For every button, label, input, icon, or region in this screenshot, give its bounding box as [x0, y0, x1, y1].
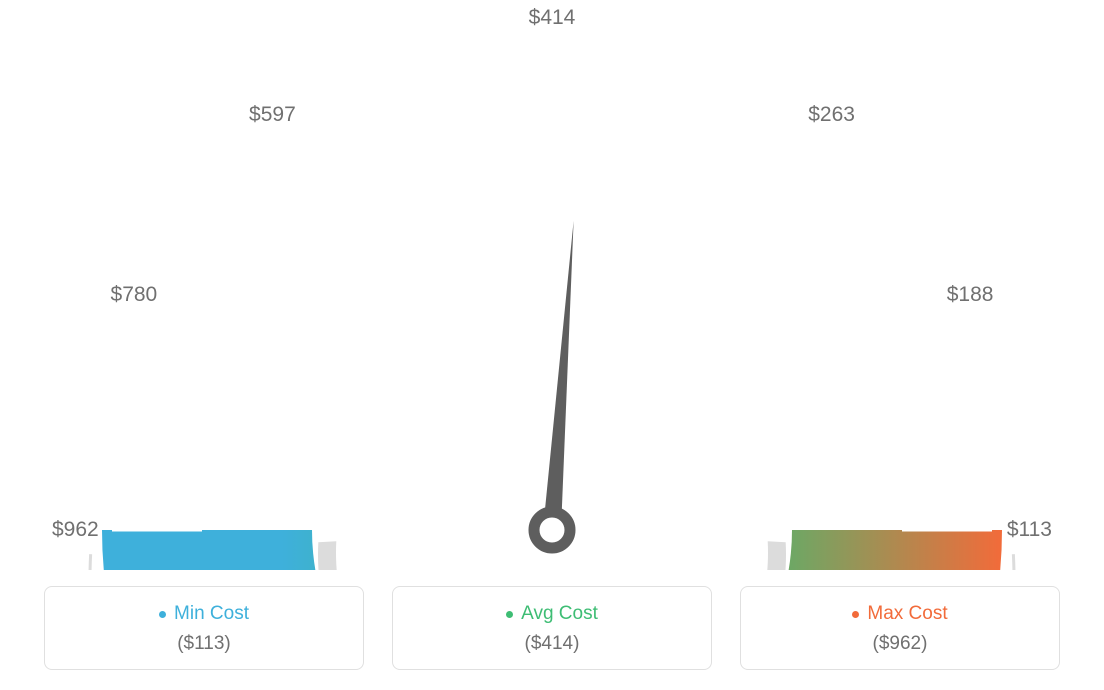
legend-min-label: Min Cost — [159, 603, 249, 625]
legend-card-avg: Avg Cost ($414) — [392, 586, 712, 670]
gauge-tick-label: $188 — [947, 283, 994, 307]
legend-row: Min Cost ($113) Avg Cost ($414) Max Cost… — [0, 586, 1104, 670]
legend-avg-label: Avg Cost — [506, 603, 598, 625]
legend-max-value: ($962) — [741, 633, 1059, 655]
legend-avg-value: ($414) — [393, 633, 711, 655]
gauge-svg — [0, 0, 1104, 570]
legend-card-max: Max Cost ($962) — [740, 586, 1060, 670]
gauge-tick-label: $113 — [1007, 518, 1052, 542]
gauge-tick-label: $780 — [111, 283, 158, 307]
gauge-tick-label: $263 — [808, 103, 855, 127]
legend-card-min: Min Cost ($113) — [44, 586, 364, 670]
legend-max-label: Max Cost — [852, 603, 947, 625]
gauge-tick-label: $962 — [52, 518, 99, 542]
gauge-tick-label: $597 — [249, 103, 296, 127]
legend-min-value: ($113) — [45, 633, 363, 655]
gauge-tick-label: $414 — [529, 6, 576, 30]
cost-gauge: $113 $188 $263 $414 $597 $780 $962 — [0, 0, 1104, 570]
